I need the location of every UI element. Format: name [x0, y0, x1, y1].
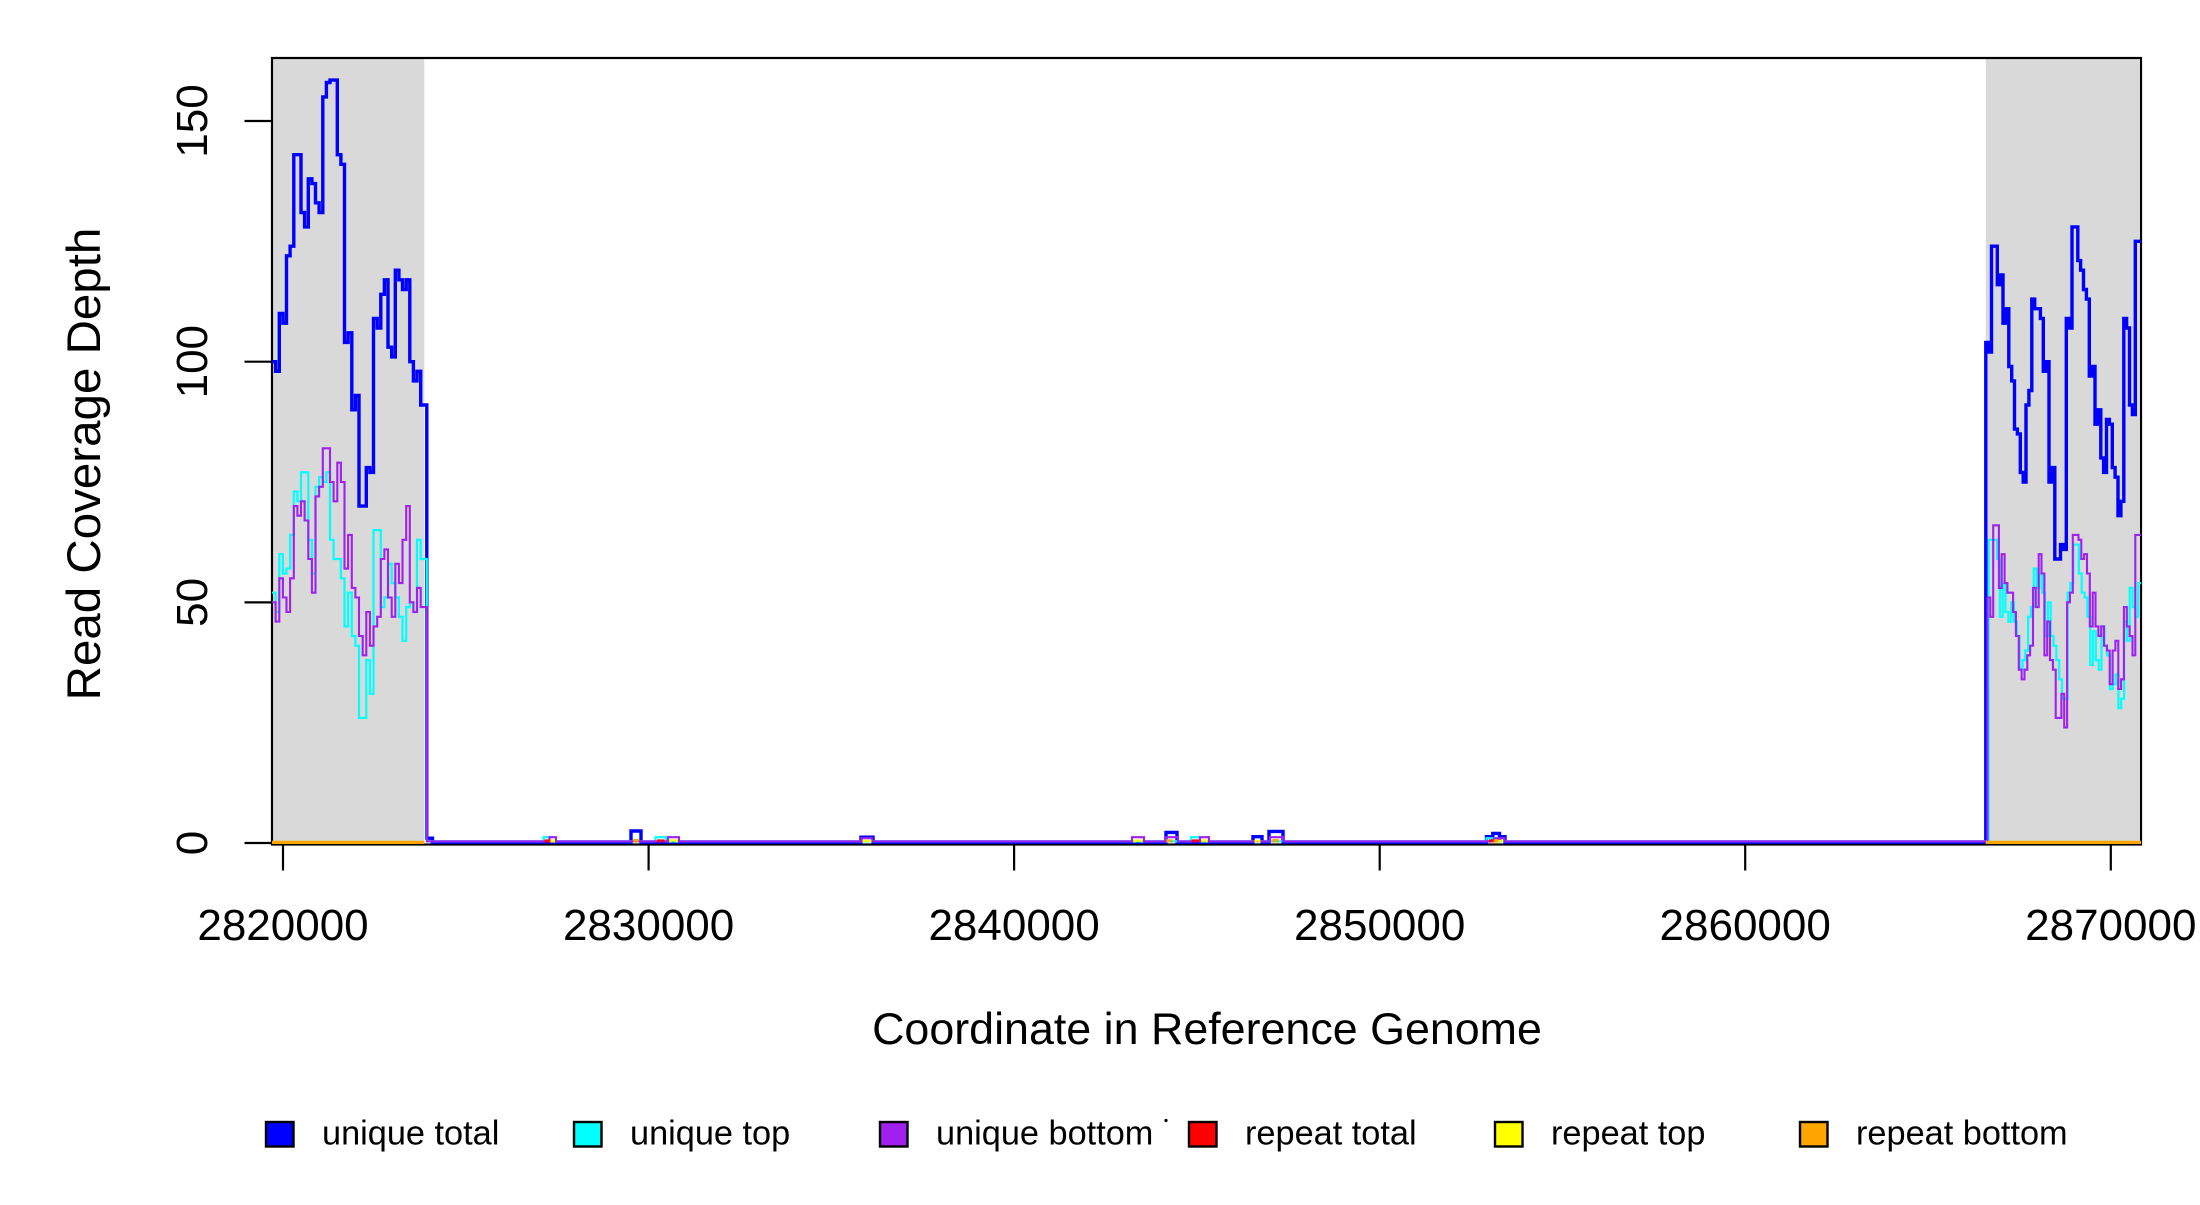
svg-text:repeat total: repeat total	[1245, 1115, 1417, 1153]
svg-text:unique bottom: unique bottom	[936, 1115, 1153, 1153]
svg-text:100: 100	[168, 325, 217, 398]
svg-text:repeat bottom: repeat bottom	[1856, 1115, 2068, 1153]
svg-text:unique total: unique total	[322, 1115, 499, 1153]
svg-text:2830000: 2830000	[563, 901, 734, 950]
svg-text:2840000: 2840000	[928, 901, 1099, 950]
svg-text:Read Coverage Depth: Read Coverage Depth	[58, 228, 111, 701]
svg-text:150: 150	[168, 84, 217, 157]
svg-text:50: 50	[168, 578, 217, 627]
svg-text:2850000: 2850000	[1294, 901, 1465, 950]
svg-text:0: 0	[168, 831, 217, 855]
svg-text:Coordinate in Reference Genome: Coordinate in Reference Genome	[872, 1004, 1542, 1054]
svg-text:2870000: 2870000	[2025, 901, 2196, 950]
svg-text:repeat top: repeat top	[1551, 1115, 1705, 1153]
svg-text:2820000: 2820000	[197, 901, 368, 950]
svg-text:unique top: unique top	[630, 1115, 790, 1153]
svg-text:2860000: 2860000	[1660, 901, 1831, 950]
